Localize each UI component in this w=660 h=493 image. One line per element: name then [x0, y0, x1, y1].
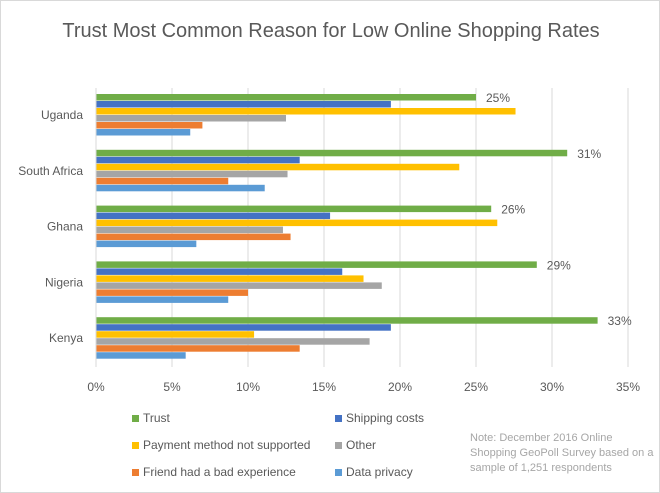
bar-shipping-costs: [96, 324, 391, 331]
legend-item: Trust: [132, 411, 170, 425]
bar-shipping-costs: [96, 212, 331, 220]
chart-note: Note: December 2016 Online Shopping GeoP…: [470, 432, 654, 474]
category-label: South Africa: [18, 164, 83, 178]
legend-swatch: [335, 441, 342, 449]
bar-friend-had-a-bad-experience: [96, 177, 229, 185]
x-tick-label: 25%: [464, 380, 488, 394]
bar-trust: [96, 261, 537, 268]
x-tick-label: 20%: [388, 380, 412, 394]
category-label: Kenya: [49, 331, 83, 345]
legend-swatch: [132, 468, 139, 476]
bar-other: [96, 338, 370, 345]
category-label: Ghana: [47, 220, 83, 234]
legend-label: Other: [346, 438, 377, 452]
category-label: Uganda: [41, 108, 83, 122]
bar-shipping-costs: [96, 101, 391, 108]
bar-data-privacy: [96, 240, 197, 248]
chart-title: Trust Most Common Reason for Low Online …: [62, 20, 600, 42]
bar-data-privacy: [96, 184, 265, 192]
bar-payment-method-not-supported: [96, 108, 516, 115]
legend-item: Payment method not supported: [132, 438, 310, 452]
bar-data-privacy: [96, 129, 191, 136]
bar-trust: [96, 317, 598, 324]
data-label: 33%: [608, 314, 632, 328]
x-tick-label: 0%: [87, 380, 105, 394]
x-tick-label: 35%: [616, 380, 640, 394]
bar-friend-had-a-bad-experience: [96, 233, 291, 241]
bar-payment-method-not-supported: [96, 275, 364, 282]
legend-swatch: [335, 468, 342, 476]
legend-label: Shipping costs: [346, 411, 425, 425]
bar-trust: [96, 94, 476, 101]
legend-item: Other: [335, 438, 376, 452]
bar-data-privacy: [96, 296, 229, 303]
bar-payment-method-not-supported: [96, 163, 460, 171]
bar-friend-had-a-bad-experience: [96, 289, 248, 296]
bar-other: [96, 226, 283, 234]
legend-label: Friend had a bad experience: [143, 465, 296, 479]
category-label: Nigeria: [45, 275, 83, 289]
bar-shipping-costs: [96, 268, 343, 275]
bar-data-privacy: [96, 352, 186, 359]
legend-item: Shipping costs: [335, 411, 424, 425]
legend-swatch: [335, 414, 342, 422]
x-tick-label: 15%: [312, 380, 336, 394]
x-tick-label: 30%: [540, 380, 564, 394]
data-label: 29%: [547, 258, 571, 272]
bar-friend-had-a-bad-experience: [96, 122, 203, 129]
legend-swatch: [132, 414, 139, 422]
bar-trust: [96, 205, 492, 213]
bar-other: [96, 115, 286, 122]
legend-item: Friend had a bad experience: [132, 465, 296, 479]
legend-label: Data privacy: [346, 465, 413, 479]
legend-label: Payment method not supported: [143, 438, 311, 452]
data-label: 31%: [577, 147, 601, 161]
legend-item: Data privacy: [335, 465, 413, 479]
data-label: 25%: [486, 91, 510, 105]
bar-other: [96, 282, 382, 289]
legend-swatch: [132, 441, 139, 449]
data-label: 26%: [501, 203, 525, 217]
bar-payment-method-not-supported: [96, 331, 255, 338]
bar-other: [96, 170, 288, 178]
legend-label: Trust: [143, 411, 170, 425]
bar-payment-method-not-supported: [96, 219, 498, 227]
x-tick-label: 5%: [163, 380, 181, 394]
bar-trust: [96, 149, 568, 157]
bar-friend-had-a-bad-experience: [96, 345, 300, 352]
x-tick-label: 10%: [236, 380, 260, 394]
bar-shipping-costs: [96, 156, 300, 164]
